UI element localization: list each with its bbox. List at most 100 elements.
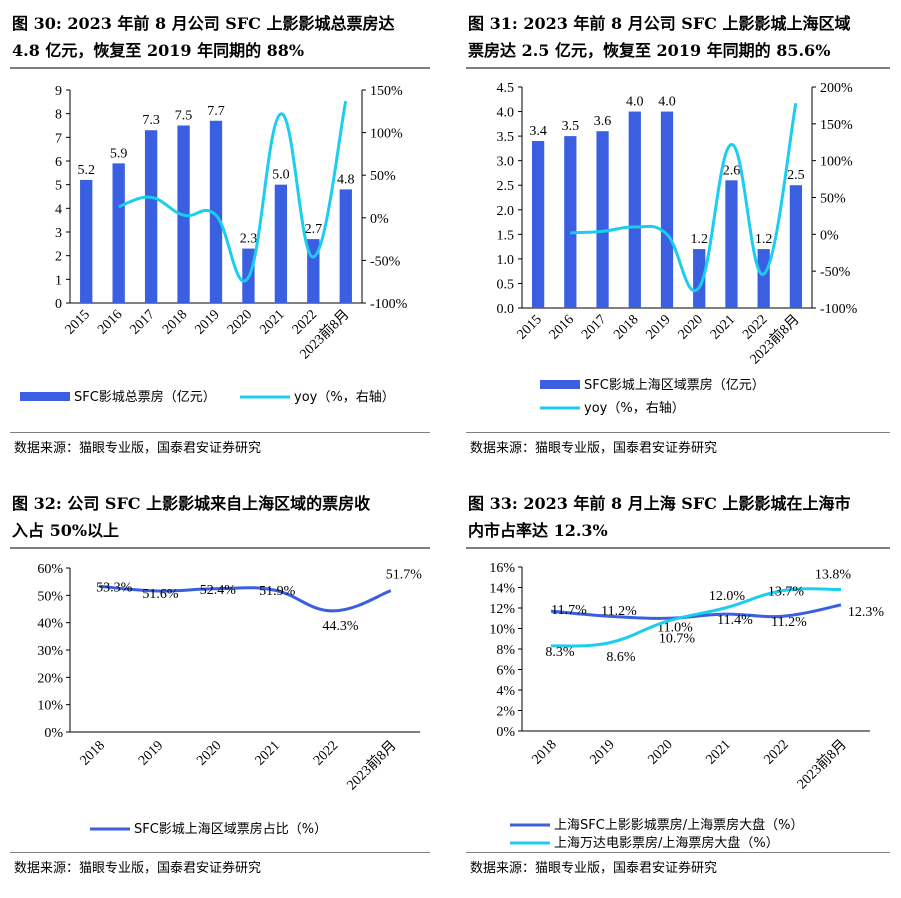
fig32-ytick-label: 0%: [44, 726, 63, 741]
fig32-ytick-label: 40%: [37, 617, 63, 632]
fig30-xtick-label: 2015: [63, 307, 93, 337]
figure-30-top-rule: [10, 67, 430, 69]
fig30-y2tick-label: 100%: [370, 127, 403, 142]
fig30-bar-label: 7.7: [207, 104, 225, 119]
fig31-bar-label: 2.6: [723, 163, 741, 178]
fig33-xtick-label: 2021: [703, 737, 733, 767]
fig31-xtick-label: 2015: [515, 312, 545, 342]
fig30-bar-label: 2.7: [305, 222, 323, 237]
fig33-ytick-label: 8%: [496, 643, 515, 658]
fig33-ytick-label: 0%: [496, 725, 515, 740]
fig30-ytick-label: 6: [55, 155, 62, 170]
fig30-xtick-label: 2020: [225, 307, 255, 337]
figure-33-title-line1: 图 33: 2023 年前 8 月上海 SFC 上影影城在上海市: [468, 494, 851, 513]
figure-32-source: 数据来源：猫眼专业版，国泰君安证券研究: [14, 861, 262, 876]
fig31-bar: [757, 249, 770, 308]
fig30-ytick-label: 9: [55, 84, 62, 99]
fig31-ytick-label: 4.0: [497, 106, 515, 121]
fig30-ytick-label: 5: [55, 179, 62, 194]
fig33-ytick-label: 4%: [496, 684, 515, 699]
figure-33-bottom-rule: [466, 852, 890, 853]
fig31-legend-label: SFC影城上海区域票房（亿元）: [584, 377, 765, 393]
fig32-xtick-label: 2022: [311, 738, 341, 768]
figure-30-title-line1: 图 30: 2023 年前 8 月公司 SFC 上影影城总票房达: [12, 14, 395, 33]
fig30-xtick-label: 2019: [192, 307, 222, 337]
fig31-bar: [596, 131, 609, 308]
fig32-data-label: 53.3%: [96, 580, 133, 595]
fig30-xtick-label: 2018: [160, 307, 190, 337]
fig33-data-label: 11.7%: [551, 603, 587, 618]
fig31-bar-label: 3.6: [594, 114, 612, 129]
fig31-y2tick-label: 0%: [820, 228, 839, 243]
fig32-ytick-label: 30%: [37, 644, 63, 659]
fig32-ytick-label: 10%: [37, 699, 63, 714]
figure-31-title-line1: 图 31: 2023 年前 8 月公司 SFC 上影影城上海区域: [468, 14, 851, 33]
fig31-ytick-label: 0.0: [497, 302, 515, 317]
fig33-ytick-label: 6%: [496, 664, 515, 679]
fig31-ytick-label: 3.5: [497, 130, 515, 145]
fig31-y2tick-label: 200%: [820, 81, 853, 96]
fig32-xtick-label: 2023前8月: [343, 737, 400, 794]
fig31-ytick-label: 3.0: [497, 155, 515, 170]
figure-32-bottom-rule: [10, 852, 430, 853]
fig33-data-label: 13.7%: [768, 585, 805, 600]
fig32-ytick-label: 50%: [37, 589, 63, 604]
fig31-bar-label: 2.5: [787, 168, 805, 183]
fig32-data-label: 51.7%: [386, 568, 423, 583]
fig30-y2tick-label: 0%: [370, 212, 389, 227]
fig33-ytick-label: 2%: [496, 705, 515, 720]
fig32-data-label: 44.3%: [322, 619, 359, 634]
figure-32-title-line2: 入占 50%以上: [12, 521, 120, 540]
fig30-y2tick-label: -100%: [370, 297, 408, 312]
figure-33-top-rule: [466, 547, 890, 549]
fig32-data-label: 51.9%: [259, 584, 296, 599]
fig30-bar: [112, 163, 125, 303]
fig30-ytick-label: 1: [55, 273, 62, 288]
fig31-ytick-label: 1.5: [497, 228, 515, 243]
fig33-data-label: 12.3%: [848, 605, 885, 620]
fig30-legend-swatch-bar: [20, 392, 70, 401]
fig32-legend-label: SFC影城上海区域票房占比（%）: [134, 821, 327, 837]
fig31-y2tick-label: 150%: [820, 118, 853, 133]
fig30-bar-label: 5.2: [77, 163, 95, 178]
fig31-ytick-label: 4.5: [497, 81, 515, 96]
figure-33-title-line2: 内市占率达 12.3%: [468, 521, 608, 540]
fig31-xtick-label: 2019: [643, 312, 673, 342]
fig32-xtick-label: 2018: [78, 738, 108, 768]
fig31-bar: [725, 180, 738, 308]
fig31-legend-label: yoy（%，右轴）: [584, 401, 685, 416]
fig33-ytick-label: 16%: [489, 561, 515, 576]
fig30-ytick-label: 3: [55, 226, 62, 241]
fig31-y2tick-label: -100%: [820, 302, 858, 317]
fig30-xtick-label: 2016: [95, 307, 125, 337]
fig30-xtick-label: 2021: [257, 307, 287, 337]
fig33-ytick-label: 14%: [489, 582, 515, 597]
figure-32-chart: 0% 10% 20% 30% 40% 50% 60% 53.3% 51.6% 52.4% 51.9%…: [37, 562, 423, 837]
fig31-y2tick-label: 50%: [820, 192, 846, 207]
fig30-bar-label: 2.3: [240, 232, 258, 247]
fig31-xtick-label: 2016: [547, 312, 577, 342]
figure-31-title-line2: 票房达 2.5 亿元，恢复至 2019 年同期的 85.6%: [468, 41, 831, 60]
fig30-bar-label: 5.9: [110, 146, 128, 161]
fig31-xtick-label: 2021: [708, 312, 738, 342]
figure-30-title-line2: 4.8 亿元，恢复至 2019 年同期的 88%: [12, 41, 305, 60]
fig33-series-line-0: [550, 603, 842, 620]
fig30-bar-label: 7.3: [142, 113, 160, 128]
fig30-bar-label: 5.0: [272, 168, 290, 183]
fig31-bar: [693, 249, 706, 308]
figure-32-top-rule: [10, 547, 430, 549]
fig30-bar: [80, 179, 93, 303]
fig31-bar-label: 4.0: [626, 95, 644, 110]
fig32-xtick-label: 2020: [194, 738, 224, 768]
fig33-ytick-label: 12%: [489, 602, 515, 617]
fig30-xtick-label: 2017: [128, 307, 158, 337]
fig31-legend-swatch-bar: [540, 380, 580, 389]
fig31-bar: [789, 185, 803, 308]
fig32-xtick-label: 2019: [136, 738, 166, 768]
fig31-y2tick-label: -50%: [820, 265, 851, 280]
fig33-data-label: 8.6%: [606, 650, 636, 665]
fig30-ytick-label: 4: [55, 202, 62, 217]
figure-31-source: 数据来源：猫眼专业版，国泰君安证券研究: [470, 441, 718, 456]
fig33-legend-label: 上海SFC上影影城票房/上海票房大盘（%）: [554, 817, 804, 833]
fig33-data-label: 11.4%: [717, 613, 753, 628]
